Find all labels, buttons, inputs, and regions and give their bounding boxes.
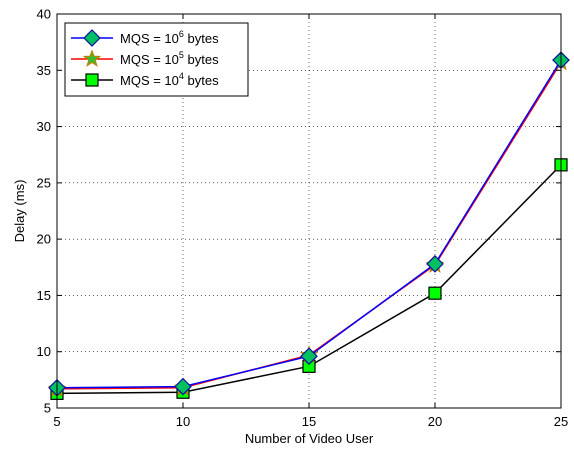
x-tick-label: 20 bbox=[428, 414, 442, 429]
legend-marker bbox=[85, 73, 99, 87]
legend-label-tail: bytes bbox=[184, 31, 219, 46]
legend-label: MQS = 104 bytes bbox=[120, 71, 219, 88]
y-tick-label: 25 bbox=[37, 175, 51, 190]
data-point bbox=[428, 286, 442, 300]
y-tick-label: 35 bbox=[37, 63, 51, 78]
legend-label-exponent: 5 bbox=[179, 50, 184, 60]
x-tick-label: 25 bbox=[554, 414, 568, 429]
legend-entry-1: MQS = 106 bytes bbox=[71, 29, 219, 47]
legend-label-exponent: 4 bbox=[179, 71, 184, 81]
axis-ticks: 5 10 15 20 25 5 10 15 20 25 30 35 40 bbox=[37, 7, 569, 430]
x-tick-label: 5 bbox=[53, 414, 60, 429]
x-tick-label: 15 bbox=[302, 414, 316, 429]
legend-label-base: MQS = 10 bbox=[120, 52, 179, 67]
y-axis-label: Delay (ms) bbox=[12, 180, 27, 243]
data-point bbox=[300, 347, 318, 366]
legend-marker bbox=[82, 49, 102, 67]
legend-label-base: MQS = 10 bbox=[120, 73, 179, 88]
legend-entry-2: MQS = 105 bytes bbox=[71, 49, 219, 67]
data-point bbox=[426, 255, 444, 273]
legend-label: MQS = 106 bytes bbox=[120, 29, 219, 46]
legend-label-exponent: 6 bbox=[179, 29, 184, 39]
x-tick-label: 10 bbox=[176, 414, 190, 429]
legend-entry-3: MQS = 104 bytes bbox=[71, 71, 219, 88]
legend-label: MQS = 105 bytes bbox=[120, 50, 219, 67]
legend-label-tail: bytes bbox=[184, 52, 219, 67]
legend-marker bbox=[83, 29, 101, 47]
y-tick-label: 10 bbox=[37, 344, 51, 359]
y-tick-label: 20 bbox=[37, 232, 51, 247]
y-tick-label: 5 bbox=[44, 401, 51, 416]
y-tick-label: 15 bbox=[37, 288, 51, 303]
y-tick-label: 40 bbox=[37, 7, 51, 22]
data-point bbox=[174, 377, 192, 396]
x-axis-label: Number of Video User bbox=[245, 431, 374, 446]
y-tick-label: 30 bbox=[37, 119, 51, 134]
legend-label-tail: bytes bbox=[184, 73, 219, 88]
legend-label-base: MQS = 10 bbox=[120, 31, 179, 46]
